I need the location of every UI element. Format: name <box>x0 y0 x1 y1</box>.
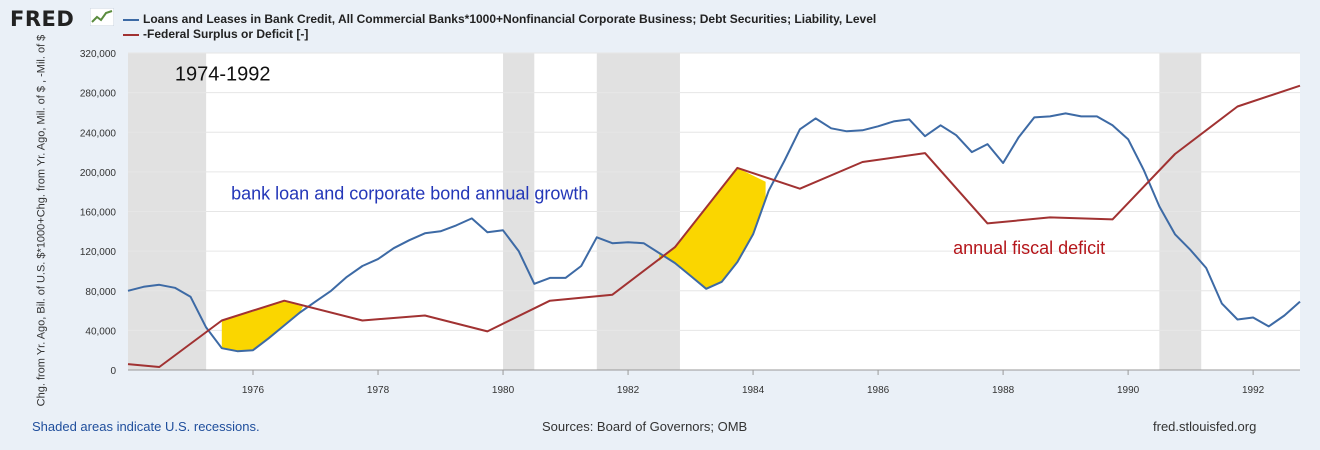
x-tick-label: 1976 <box>242 385 265 396</box>
legend-label-deficit: -Federal Surplus or Deficit [-] <box>143 27 309 41</box>
site-link[interactable]: fred.stlouisfed.org <box>1153 419 1257 434</box>
x-tick-label: 1990 <box>1117 385 1140 396</box>
x-tick-label: 1984 <box>742 385 765 396</box>
y-tick-label: 0 <box>110 366 116 377</box>
annotation-1: bank loan and corporate bond annual grow… <box>231 184 588 204</box>
annotation-0: 1974-1992 <box>175 64 271 86</box>
y-tick-label: 160,000 <box>80 208 117 219</box>
chart-header: FRED Loans and Leases in Bank Credit, Al… <box>0 0 1320 44</box>
recession-note: Shaded areas indicate U.S. recessions. <box>32 419 260 434</box>
legend-swatch-loans <box>123 18 139 21</box>
chart-legend: Loans and Leases in Bank Credit, All Com… <box>123 12 876 42</box>
y-tick-label: 80,000 <box>85 287 116 298</box>
series-line-1 <box>127 84 1301 368</box>
legend-item-loans: Loans and Leases in Bank Credit, All Com… <box>123 12 876 27</box>
legend-item-deficit: -Federal Surplus or Deficit [-] <box>123 27 876 42</box>
sources-note: Sources: Board of Governors; OMB <box>542 419 748 434</box>
y-tick-label: 200,000 <box>80 168 117 179</box>
series-line-0 <box>127 112 1301 353</box>
x-tick-label: 1988 <box>992 385 1015 396</box>
x-tick-label: 1978 <box>367 385 390 396</box>
legend-swatch-deficit <box>123 33 139 36</box>
y-tick-label: 120,000 <box>80 247 117 258</box>
legend-label-loans: Loans and Leases in Bank Credit, All Com… <box>143 12 877 26</box>
annotation-2: annual fiscal deficit <box>953 238 1105 258</box>
x-tick-label: 1980 <box>492 385 515 396</box>
fred-logo: FRED <box>10 7 75 31</box>
y-tick-label: 320,000 <box>80 49 117 60</box>
x-tick-label: 1986 <box>867 385 890 396</box>
fred-logo-graph-icon <box>90 8 114 26</box>
y-tick-label: 240,000 <box>80 128 117 139</box>
x-tick-label: 1992 <box>1242 385 1265 396</box>
x-tick-label: 1982 <box>617 385 640 396</box>
highlight-area-0 <box>221 300 303 352</box>
y-tick-label: 40,000 <box>85 326 116 337</box>
y-tick-label: 280,000 <box>80 89 117 100</box>
